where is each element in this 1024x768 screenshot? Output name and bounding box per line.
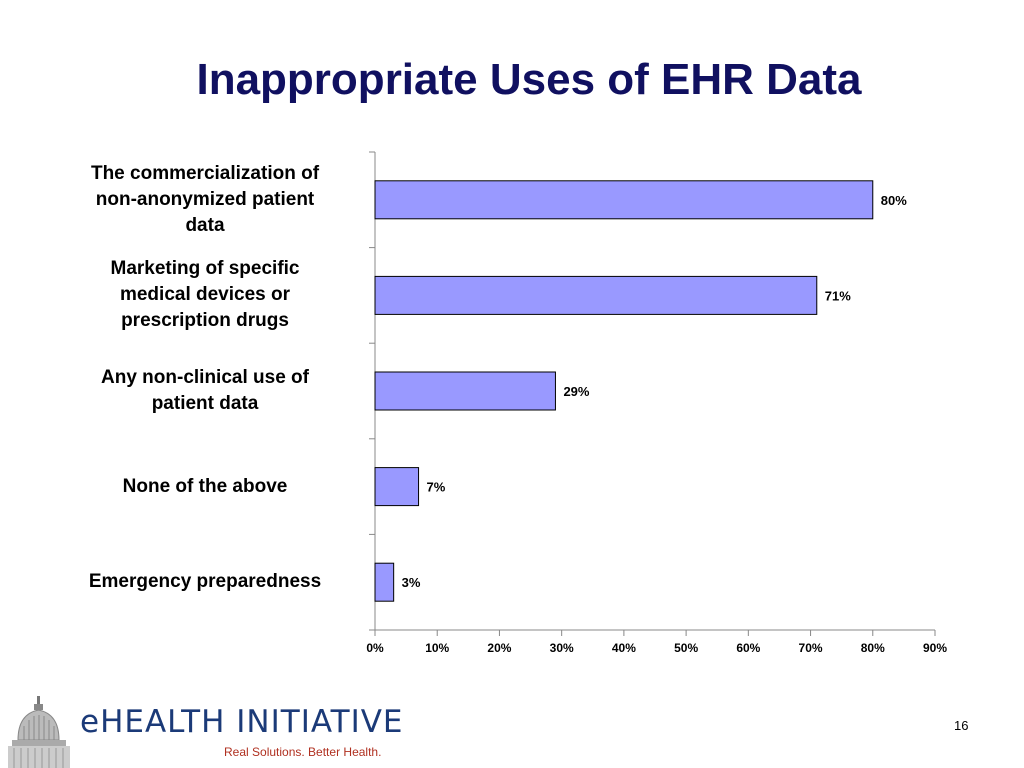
category-label-line: data: [185, 214, 225, 236]
x-tick-label: 0%: [366, 641, 384, 655]
category-label-line: Any non-clinical use of: [101, 367, 309, 388]
x-tick-label: 90%: [923, 641, 947, 655]
x-tick-label: 20%: [487, 641, 511, 655]
category-label-line: medical devices or: [119, 284, 291, 306]
x-tick-label: 30%: [550, 641, 574, 655]
data-label: 7%: [427, 480, 446, 495]
x-tick-label: 10%: [425, 641, 449, 655]
category-label-line: The commercialization of: [90, 162, 320, 184]
bar: [374, 371, 556, 411]
logo-wordmark: eHEALTH INITIATIVE: [80, 704, 404, 740]
category-label-line: non-anonymized patient: [95, 188, 315, 210]
data-label: 80%: [881, 193, 907, 208]
x-tick-label: 80%: [861, 641, 885, 655]
category-label: None of the above: [55, 474, 355, 500]
category-label: Any non-clinical use of patient data: [55, 365, 355, 417]
data-label: 29%: [563, 384, 589, 399]
bar: [374, 180, 874, 220]
category-label: Emergency preparedness: [55, 569, 355, 595]
data-label: 3%: [402, 575, 421, 590]
slide-number: 16: [954, 718, 969, 733]
category-label-line: Marketing of specific: [110, 258, 300, 280]
x-tick-label: 70%: [799, 641, 823, 655]
logo-tagline: Real Solutions. Better Health.: [224, 745, 382, 759]
x-tick-label: 40%: [612, 641, 636, 655]
page-title: Inappropriate Uses of EHR Data: [196, 55, 862, 104]
x-tick-label: 50%: [674, 641, 698, 655]
ehealth-initiative-logo: eHEALTH INITIATIVE Real Solutions. Bette…: [4, 696, 404, 768]
category-label-line: Emergency preparedness: [88, 571, 322, 593]
category-label-line: patient data: [151, 393, 259, 414]
category-label: The commercialization of non-anonymized p…: [55, 161, 355, 239]
bar: [374, 562, 395, 602]
category-label-line: None of the above: [122, 475, 288, 497]
category-label: Marketing of specific medical devices or p…: [55, 256, 355, 334]
bar: [374, 275, 818, 315]
capitol-dome-icon: [8, 696, 70, 768]
x-tick-label: 60%: [736, 641, 760, 655]
category-label-line: prescription drugs: [121, 310, 289, 332]
data-label: 71%: [825, 288, 851, 303]
bar: [374, 467, 420, 507]
